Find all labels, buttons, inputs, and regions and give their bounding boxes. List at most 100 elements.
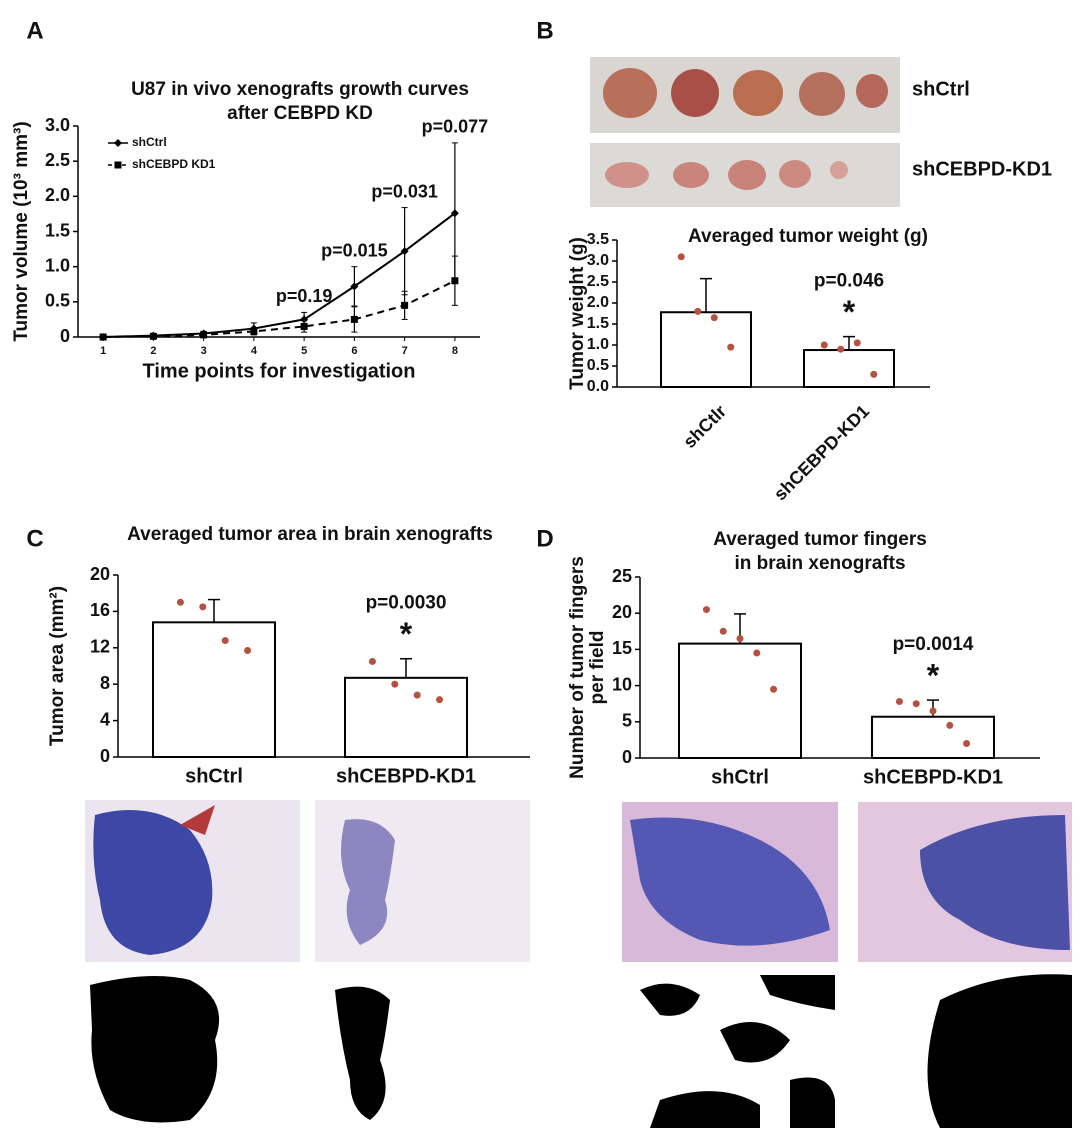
- data-point: [770, 685, 778, 693]
- y-tick-label: 1.5: [45, 220, 70, 240]
- y-axis-label: Tumor weight (g): [567, 237, 588, 390]
- p-value: p=0.0030: [366, 593, 447, 614]
- p-value-annotation: p=0.077: [422, 117, 489, 137]
- data-point: [963, 740, 971, 748]
- y-tick-label: 0: [100, 746, 110, 766]
- data-point: [710, 314, 718, 322]
- chart-title: in brain xenografts: [734, 553, 905, 574]
- data-point: [244, 647, 252, 655]
- data-point: [912, 700, 920, 708]
- panel-label: D: [536, 525, 553, 552]
- data-point: [221, 637, 229, 645]
- data-point: [853, 339, 861, 347]
- x-tick-label: 1: [100, 345, 106, 357]
- x-tick-label: 3: [201, 345, 207, 357]
- chart-title: after CEBPD KD: [227, 103, 373, 124]
- data-point: [946, 721, 954, 729]
- x-axis-label: Time points for investigation: [143, 360, 416, 382]
- marker: [250, 327, 258, 335]
- significance-mark: *: [927, 658, 940, 694]
- data-point: [199, 603, 207, 611]
- y-tick-label: 4: [100, 709, 110, 729]
- data-point: [719, 627, 727, 635]
- significance-mark: *: [400, 616, 413, 652]
- y-tick-label: 12: [90, 637, 110, 657]
- y-axis-label: per field: [587, 631, 608, 705]
- chart-title: Averaged tumor fingers: [713, 529, 927, 550]
- x-tick-label: shCtrl: [185, 765, 243, 787]
- x-tick-label: 2: [150, 345, 156, 357]
- y-axis-label: Number of tumor fingers: [567, 556, 588, 779]
- marker: [300, 315, 309, 324]
- y-tick-label: 3.0: [587, 252, 609, 269]
- marker: [114, 161, 122, 169]
- y-tick-label: 3.0: [45, 115, 70, 135]
- data-point: [368, 657, 376, 665]
- y-tick-label: 8: [100, 673, 110, 693]
- panel-label: A: [26, 17, 43, 44]
- panel-label: B: [536, 17, 553, 44]
- bar: [152, 621, 276, 758]
- chart-title: U87 in vivo xenografts growth curves: [131, 79, 469, 100]
- y-tick-label: 10: [612, 674, 632, 694]
- data-point: [820, 341, 828, 349]
- marker: [400, 247, 409, 256]
- p-value-annotation: p=0.015: [321, 240, 388, 260]
- x-tick-label: shCEBPD-KD1: [770, 401, 873, 504]
- data-point: [870, 370, 878, 378]
- y-axis-label: Tumor volume (10³ mm³): [11, 121, 32, 341]
- marker: [450, 209, 459, 218]
- histology-images: [85, 800, 1072, 1128]
- p-value: p=0.046: [814, 271, 884, 292]
- data-point: [694, 307, 702, 315]
- x-tick-label: 6: [351, 345, 357, 357]
- data-point: [176, 598, 184, 606]
- y-tick-label: 2.0: [45, 185, 70, 205]
- bar: [871, 715, 995, 759]
- data-point: [736, 635, 744, 643]
- chart-title: Averaged tumor weight (g): [688, 226, 928, 247]
- marker: [350, 315, 358, 323]
- data-point: [677, 253, 685, 261]
- y-tick-label: 0.5: [587, 357, 609, 374]
- data-point: [895, 698, 903, 706]
- y-tick-label: 1.0: [587, 336, 609, 353]
- bar: [678, 642, 802, 759]
- chart-title: Averaged tumor area in brain xenografts: [127, 524, 493, 545]
- y-tick-label: 0.0: [587, 378, 609, 395]
- y-tick-label: 2.5: [45, 150, 70, 170]
- panel-label: C: [26, 525, 43, 552]
- y-tick-label: 0: [60, 326, 70, 346]
- y-tick-label: 0.5: [45, 291, 70, 311]
- tumor-photos: [590, 57, 900, 207]
- bar: [660, 311, 752, 388]
- marker: [114, 139, 122, 147]
- series-line: [103, 212, 456, 338]
- marker: [99, 333, 107, 341]
- x-tick-label: shCtlr: [679, 401, 730, 452]
- photo-label: shCEBPD-KD1: [912, 158, 1052, 180]
- data-point: [837, 345, 845, 353]
- p-value-annotation: p=0.19: [276, 286, 333, 306]
- legend-label: shCEBPD KD1: [132, 157, 216, 171]
- y-tick-label: 1.5: [587, 315, 609, 332]
- p-value: p=0.0014: [893, 634, 974, 655]
- y-tick-label: 2.0: [587, 294, 609, 311]
- x-tick-label: shCtrl: [711, 766, 769, 788]
- data-point: [413, 691, 421, 699]
- x-tick-label: 4: [251, 345, 258, 357]
- y-tick-label: 2.5: [587, 273, 609, 290]
- y-tick-label: 20: [90, 564, 110, 584]
- data-point: [436, 696, 444, 704]
- photo-label: shCtrl: [912, 78, 970, 100]
- legend-label: shCtrl: [132, 135, 167, 149]
- x-tick-label: 7: [402, 345, 408, 357]
- y-tick-label: 0: [622, 747, 632, 767]
- marker: [200, 331, 208, 339]
- marker: [350, 282, 359, 291]
- y-tick-label: 3.5: [587, 231, 609, 248]
- marker: [300, 322, 308, 330]
- y-tick-label: 25: [612, 566, 632, 586]
- bar: [803, 349, 895, 389]
